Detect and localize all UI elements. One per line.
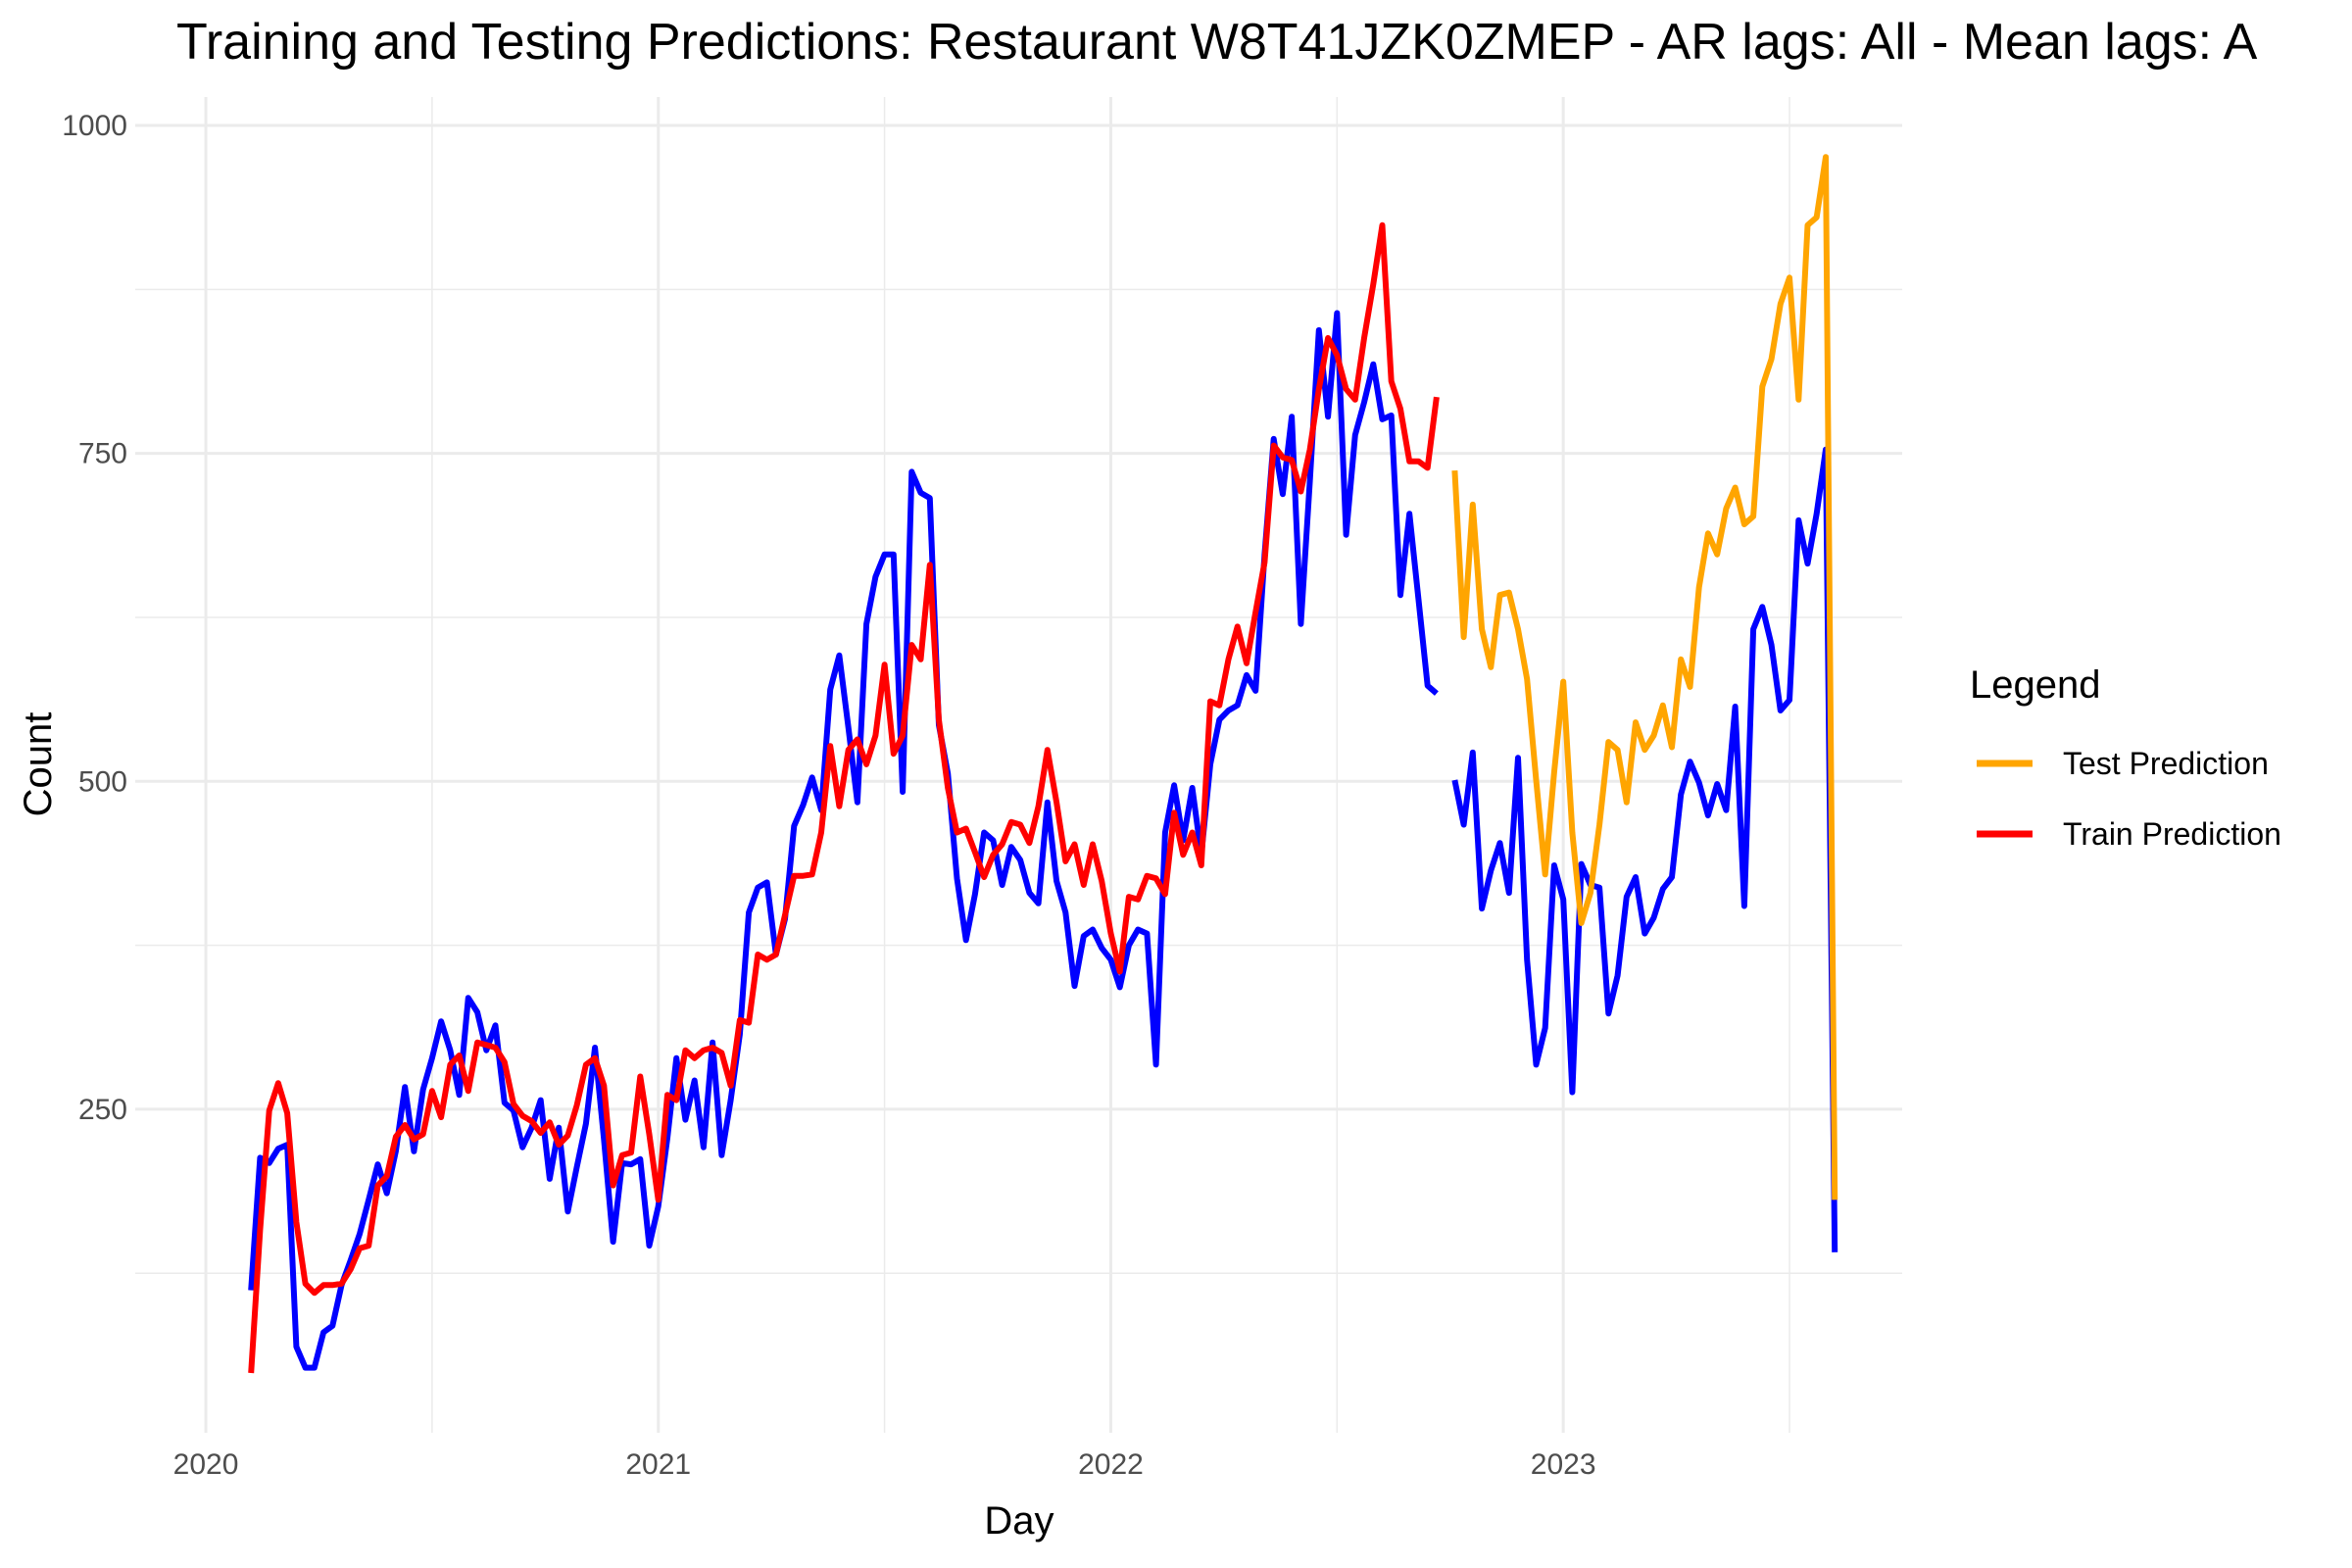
legend-label: Test Prediction — [2063, 746, 2269, 781]
x-tick-label: 2022 — [1078, 1448, 1144, 1481]
x-tick-label: 2020 — [173, 1448, 239, 1481]
legend-title: Legend — [1970, 663, 2100, 707]
y-tick-label: 1000 — [62, 110, 127, 142]
y-tick-label: 750 — [78, 438, 127, 470]
y-tick-label: 250 — [78, 1094, 127, 1126]
series-line — [248, 310, 1439, 1371]
chart-title: Training and Testing Predictions: Restau… — [176, 14, 2258, 71]
series-line — [1451, 154, 1838, 1200]
legend-label: Train Prediction — [2063, 816, 2281, 852]
series-line — [248, 221, 1440, 1374]
y-tick-label: 500 — [78, 765, 127, 798]
series-line — [1451, 446, 1838, 1252]
y-axis-title: Count — [17, 712, 60, 817]
x-tick-label: 2021 — [625, 1448, 691, 1481]
x-tick-label: 2023 — [1531, 1448, 1596, 1481]
x-axis-title: Day — [984, 1499, 1054, 1543]
legend: Legend Test Prediction Train Prediction — [1970, 663, 2281, 852]
plot-lines — [248, 154, 1838, 1374]
